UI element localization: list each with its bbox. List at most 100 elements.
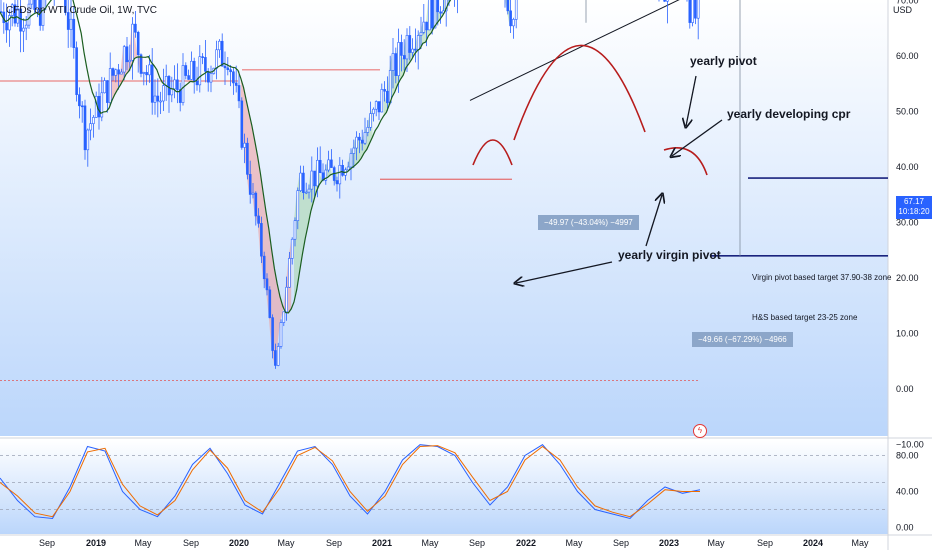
flash-icon[interactable]: ϟ [693,424,707,438]
candle-body [307,188,311,193]
candle-body [36,0,39,10]
time-tick-label: 2022 [516,538,536,548]
candle-body [341,164,344,176]
time-tick-label: May [277,538,295,548]
candle-body [108,68,112,103]
time-axis: Sep 2019 May Sep 2020 May Sep 2021 May Sep 2022 May… [39,538,869,548]
candle-body [316,159,319,187]
left-shoulder-arc [472,139,513,166]
candle-body [142,72,146,74]
candle-body [380,89,384,113]
candle-body [374,101,378,110]
candle-body [148,64,151,76]
candle-body [33,0,36,10]
candle-body [363,132,367,144]
time-tick-label: Sep [39,538,55,548]
candle-body [229,69,232,73]
candle-body [268,289,272,318]
candle-body [369,113,372,128]
time-tick-label: Sep [326,538,342,548]
candle-body [414,48,417,51]
candle-body [372,108,375,114]
candle-body [75,47,78,95]
yearly-virgin-pivot-label: yearly virgin pivot [618,248,721,262]
candle-body [388,70,392,104]
price-tick-label: 40.00 [896,162,919,172]
price-tick-label: 60.00 [896,51,919,61]
candle-body [246,142,249,175]
candle-body [265,278,269,291]
stoch-pane-bg [0,440,888,534]
candle-body [176,79,179,90]
candle-body [72,18,76,48]
head-arc [513,44,646,141]
candle-body [688,0,692,23]
annotation-arrows [516,75,723,283]
candle-body [232,71,235,84]
measure-label-bottom: −49.66 (−67.29%) −4966 [692,332,793,347]
time-tick-label: Sep [469,538,485,548]
price-axis: −10.00 0.00 10.00 20.00 30.00 40.00 50.00 60.00… [896,0,924,450]
candle-body [386,90,389,104]
candle-body [696,0,700,19]
candle-body [223,65,227,69]
candle-body [402,55,406,60]
candle-body [237,85,241,102]
trend-zone [109,24,143,108]
candle-body [103,80,106,94]
candle-body [167,76,171,96]
candle-body [100,92,104,118]
time-tick-label: May [707,538,725,548]
candle-body [428,0,431,31]
candle-body [285,286,288,313]
candle-body [131,23,134,61]
price-tick-label: 20.00 [896,273,919,283]
candle-body [209,73,213,83]
candle-body [360,139,364,144]
candle-body [8,15,11,31]
price-unit: USD [892,5,912,15]
yearly-pivot-arrow [686,75,697,126]
candle-body [506,0,510,12]
candle-body [24,24,28,29]
candle-body [181,65,185,103]
candle-body [254,192,258,217]
candle-body [422,21,426,33]
candle-body [173,79,176,90]
candle-body [514,0,518,20]
candle-body [10,4,14,16]
candle-body [220,40,224,67]
candle-body [302,172,305,193]
candle-body [86,129,90,151]
stochastic-pane: 0.00 40.00 80.00 [0,444,919,533]
candle-body [136,31,140,56]
candle-body [358,136,361,141]
zones [109,0,510,366]
trend-zone [294,109,373,302]
candle-body [83,105,87,151]
candle-body [27,3,31,26]
candle-body [117,69,120,75]
candle-body [19,8,22,32]
candle-body [290,238,294,259]
candle-body [150,64,154,103]
time-tick-label: 2021 [372,538,392,548]
candle-body [262,255,266,280]
candle-body [66,12,70,30]
virgin-pivot-arrow-up [645,195,662,247]
candle-body [134,23,137,33]
candle-body [218,40,221,51]
candle-body [204,57,207,72]
candle-body [153,95,157,103]
candle-body [288,258,291,288]
time-tick-label: May [851,538,869,548]
candle-body [512,19,515,27]
candle-body [114,69,118,76]
candle-body [352,147,356,154]
candle-body [190,60,193,80]
candle-body [400,42,403,56]
price-tick-label: 0.00 [896,384,914,394]
candle-body [257,215,260,224]
